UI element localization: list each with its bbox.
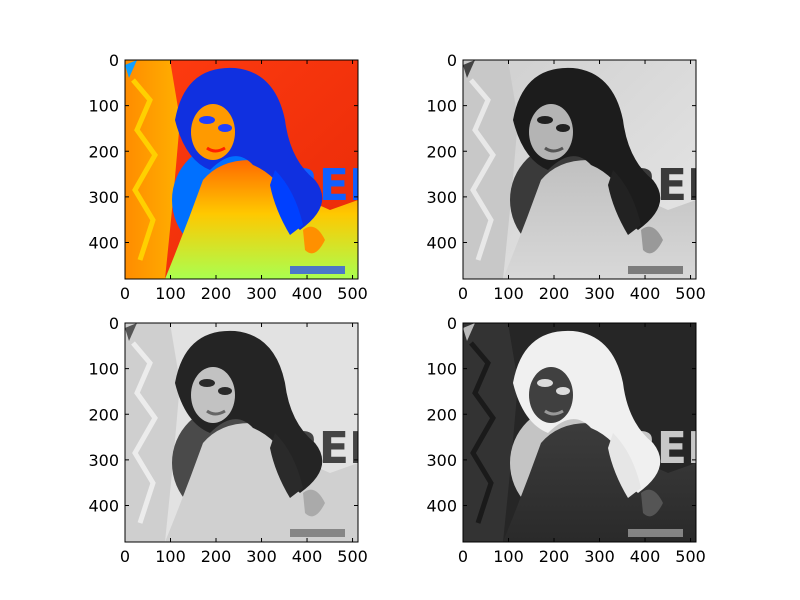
y-tick-label: 300 — [426, 188, 457, 207]
y-tick-label: 200 — [88, 142, 119, 161]
y-tick-label: 200 — [426, 142, 457, 161]
subplot-1: REN — [124, 59, 359, 280]
y-tick-label: 100 — [426, 360, 457, 379]
x-tick-label: 500 — [337, 284, 368, 303]
x-tick-label: 300 — [246, 547, 277, 566]
image-jet: REN — [125, 60, 358, 279]
y-tick-label: 300 — [426, 451, 457, 470]
y-tick-label: 200 — [88, 405, 119, 424]
x-tick-label: 200 — [539, 284, 570, 303]
x-tick-label: 200 — [201, 547, 232, 566]
y-tick-label: 300 — [88, 451, 119, 470]
y-tick-label: 0 — [447, 314, 457, 333]
y-tick-label: 200 — [426, 405, 457, 424]
x-tick-label: 200 — [201, 284, 232, 303]
image-gray: REN — [463, 60, 696, 279]
x-tick-label: 400 — [292, 547, 323, 566]
x-tick-label: 400 — [630, 284, 661, 303]
y-tick-label: 400 — [426, 234, 457, 253]
x-tick-label: 300 — [584, 284, 615, 303]
y-tick-label: 400 — [426, 497, 457, 516]
x-tick-label: 400 — [630, 547, 661, 566]
x-tick-label: 400 — [292, 284, 323, 303]
axes-ticks: 0 100 200 300 400 500 0 100 200 300 400 0 100 200 300 4… — [88, 51, 705, 566]
y-tick-label: 0 — [109, 51, 119, 70]
subplot-2: REN — [462, 59, 697, 280]
x-tick-label: 100 — [493, 284, 524, 303]
x-tick-label: 500 — [675, 284, 706, 303]
x-tick-label: 200 — [539, 547, 570, 566]
x-tick-label: 500 — [675, 547, 706, 566]
y-tick-label: 400 — [88, 497, 119, 516]
y-tick-label: 100 — [426, 97, 457, 116]
x-tick-label: 100 — [155, 284, 186, 303]
subplot-3: REN — [124, 322, 359, 543]
y-tick-label: 300 — [88, 188, 119, 207]
image-gray-contrast: REN — [125, 323, 358, 542]
y-tick-label: 0 — [447, 51, 457, 70]
y-tick-label: 100 — [88, 97, 119, 116]
x-tick-label: 500 — [337, 547, 368, 566]
y-tick-label: 100 — [88, 360, 119, 379]
image-inverted: REN — [463, 323, 696, 542]
y-tick-label: 400 — [88, 234, 119, 253]
x-tick-label: 300 — [246, 284, 277, 303]
subplot-4: REN — [462, 322, 697, 543]
x-tick-label: 0 — [458, 547, 468, 566]
x-tick-label: 300 — [584, 547, 615, 566]
x-tick-label: 0 — [120, 284, 130, 303]
x-tick-label: 0 — [458, 284, 468, 303]
x-tick-label: 0 — [120, 547, 130, 566]
x-tick-label: 100 — [155, 547, 186, 566]
x-tick-label: 100 — [493, 547, 524, 566]
y-tick-label: 0 — [109, 314, 119, 333]
